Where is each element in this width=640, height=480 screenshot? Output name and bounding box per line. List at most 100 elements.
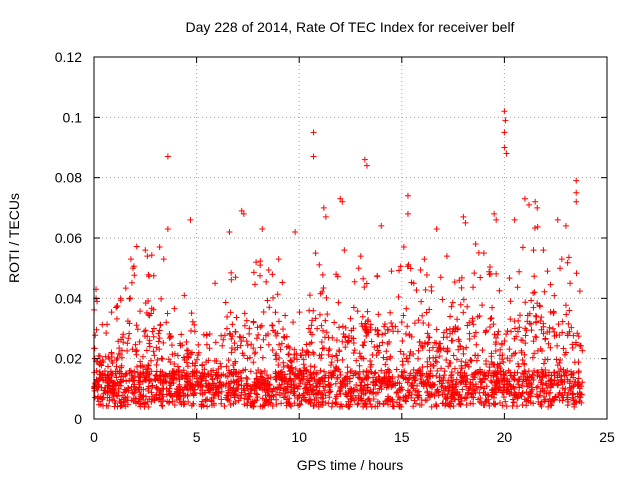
- data-point: [158, 402, 165, 409]
- data-point: [303, 368, 310, 375]
- data-point: [526, 320, 533, 327]
- data-point: [359, 313, 366, 320]
- data-point: [516, 324, 523, 331]
- data-point: [273, 356, 280, 363]
- data-point: [246, 330, 253, 337]
- data-point: [322, 213, 329, 220]
- data-point: [276, 381, 283, 388]
- data-point: [190, 392, 197, 399]
- data-point: [436, 353, 443, 360]
- data-point: [146, 337, 153, 344]
- data-point: [248, 402, 255, 409]
- data-point: [346, 403, 353, 410]
- data-point: [111, 387, 118, 394]
- data-point: [364, 384, 371, 391]
- data-point: [143, 376, 150, 383]
- data-point: [403, 355, 410, 362]
- data-point: [194, 368, 201, 375]
- data-point: [511, 335, 518, 342]
- data-point: [564, 402, 571, 409]
- data-point: [527, 379, 534, 386]
- data-point: [459, 386, 466, 393]
- data-point: [467, 379, 474, 386]
- data-point: [269, 402, 276, 409]
- data-point: [387, 353, 394, 360]
- data-point: [362, 390, 369, 397]
- data-point: [219, 342, 226, 349]
- data-point: [436, 378, 443, 385]
- data-point: [507, 383, 514, 390]
- data-point: [504, 386, 511, 393]
- data-point: [454, 369, 461, 376]
- data-point: [542, 356, 549, 363]
- data-point: [508, 352, 515, 359]
- data-point: [131, 368, 138, 375]
- y-tick-label: 0.12: [55, 49, 82, 65]
- data-point: [395, 294, 402, 301]
- data-point: [351, 347, 358, 354]
- data-point: [145, 271, 152, 278]
- data-point: [303, 341, 310, 348]
- data-point: [387, 395, 394, 402]
- data-point: [306, 381, 313, 388]
- data-point: [550, 325, 557, 332]
- data-point: [540, 247, 547, 254]
- data-point: [329, 353, 336, 360]
- data-point: [142, 300, 149, 307]
- data-point: [372, 382, 379, 389]
- data-point: [530, 247, 537, 254]
- data-point: [285, 351, 292, 358]
- data-point: [102, 353, 109, 360]
- data-point: [102, 385, 109, 392]
- data-point: [374, 331, 381, 338]
- data-point: [149, 328, 156, 335]
- data-point: [337, 368, 344, 375]
- data-point: [238, 338, 245, 345]
- data-point: [129, 346, 136, 353]
- data-point: [429, 344, 436, 351]
- data-point: [100, 358, 107, 365]
- data-point: [436, 373, 443, 380]
- data-point: [417, 368, 424, 375]
- data-point: [94, 298, 101, 305]
- data-point: [468, 371, 475, 378]
- data-point: [307, 396, 314, 403]
- data-point: [220, 336, 227, 343]
- data-point: [428, 391, 435, 398]
- data-point: [533, 319, 540, 326]
- data-point: [370, 389, 377, 396]
- data-point: [183, 359, 190, 366]
- data-point: [564, 367, 571, 374]
- data-point: [514, 377, 521, 384]
- data-point: [238, 382, 245, 389]
- data-point: [401, 368, 408, 375]
- data-point: [304, 348, 311, 355]
- data-point: [550, 397, 557, 404]
- data-point: [543, 390, 550, 397]
- data-point: [485, 396, 492, 403]
- data-point: [371, 344, 378, 351]
- data-point: [553, 332, 560, 339]
- data-point: [165, 356, 172, 363]
- data-point: [530, 290, 537, 297]
- data-point: [451, 328, 458, 335]
- data-point: [511, 216, 518, 223]
- data-point: [333, 391, 340, 398]
- data-point: [496, 287, 503, 294]
- data-point: [230, 362, 237, 369]
- data-point: [307, 369, 314, 376]
- data-point: [425, 334, 432, 341]
- data-point: [101, 372, 108, 379]
- data-point: [195, 382, 202, 389]
- data-point: [411, 377, 418, 384]
- data-point: [108, 309, 115, 316]
- data-point: [148, 389, 155, 396]
- data-point: [453, 376, 460, 383]
- data-point: [272, 370, 279, 377]
- data-point: [224, 313, 231, 320]
- data-point: [275, 362, 282, 369]
- data-point: [522, 332, 529, 339]
- data-point: [426, 334, 433, 341]
- data-point: [348, 327, 355, 334]
- data-point: [403, 305, 410, 312]
